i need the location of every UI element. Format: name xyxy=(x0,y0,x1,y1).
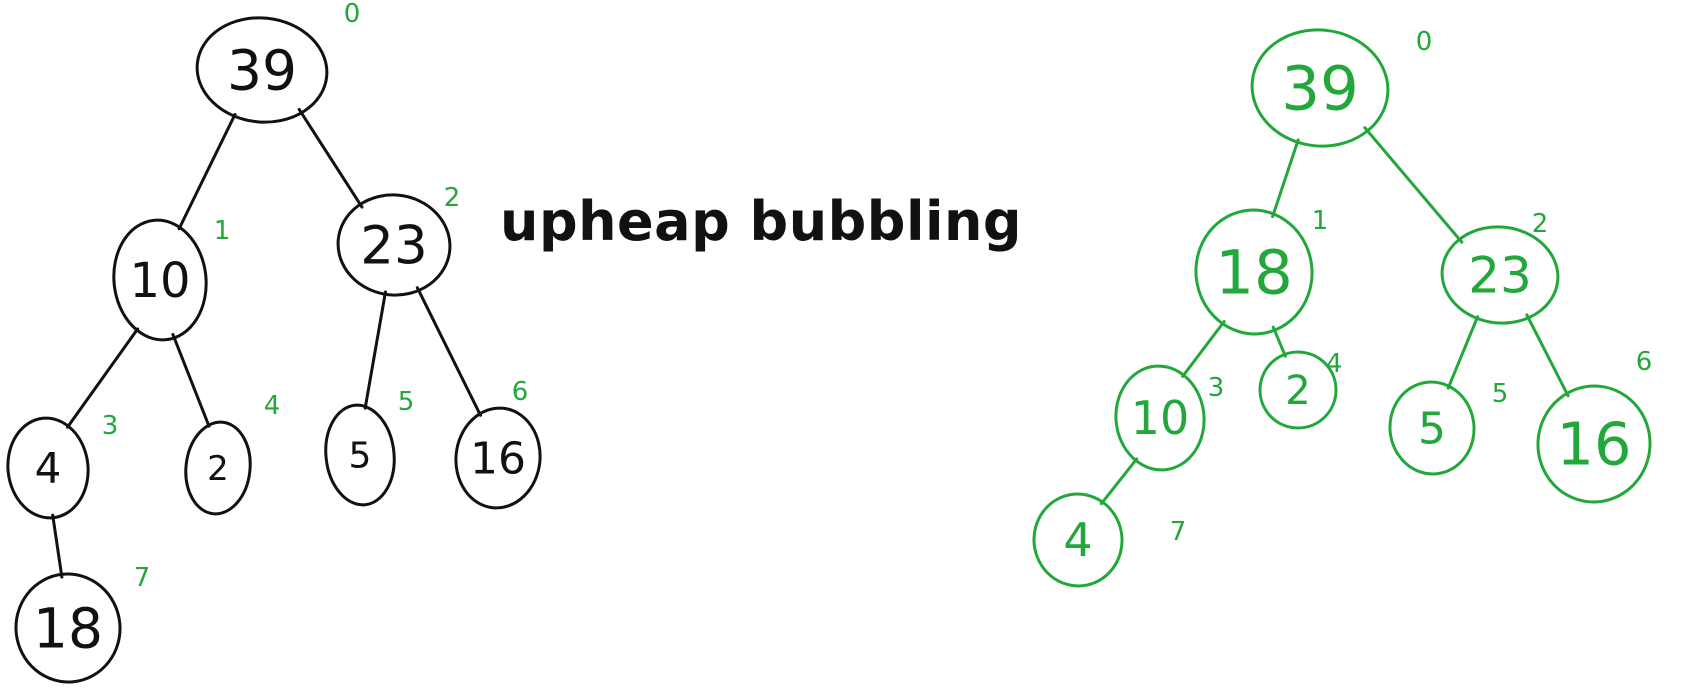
after-node-index-label: 3 xyxy=(1208,373,1225,403)
before-node-circle xyxy=(6,416,90,520)
before-node-circle xyxy=(454,406,542,510)
after-node-value: 10 xyxy=(1131,391,1190,445)
before-edge-23-5 xyxy=(363,290,387,410)
before-node-index-label: 6 xyxy=(512,377,529,407)
before-node-value: 39 xyxy=(227,38,297,102)
before-edge-10-4 xyxy=(65,327,140,429)
after-node-circle xyxy=(1536,384,1652,504)
before-node-value: 2 xyxy=(207,449,229,489)
before-node-circle xyxy=(14,572,122,684)
before-edge-10-2 xyxy=(171,332,211,428)
before-edge-39-23 xyxy=(297,107,364,209)
after-node-value: 16 xyxy=(1556,410,1631,479)
before-node-index-label: 0 xyxy=(344,0,361,29)
before-edge-23-16 xyxy=(415,286,482,417)
after-node-index-label: 1 xyxy=(1312,206,1329,236)
after-node-value: 2 xyxy=(1285,368,1310,414)
after-node-circle xyxy=(1114,364,1206,472)
before-node-value: 18 xyxy=(33,596,103,660)
before-tree: 39 0 10 1 23 2 4 3 2 4 55 16 6 18 7 xyxy=(6,0,542,684)
before-node-index-label: 7 xyxy=(134,563,151,593)
after-edge-39-23 xyxy=(1363,126,1464,244)
before-node-index-label: 4 xyxy=(264,391,281,421)
before-node-index-label: 5 xyxy=(398,387,415,417)
after-node-circle xyxy=(1194,208,1314,336)
after-edge-18-2 xyxy=(1271,325,1287,358)
before-node-value: 5 xyxy=(349,436,372,477)
after-node-circle xyxy=(1388,380,1476,476)
after-edge-39-18 xyxy=(1271,138,1300,219)
after-node-value: 18 xyxy=(1215,237,1293,308)
after-node-value: 4 xyxy=(1063,513,1092,567)
after-node-index-label: 7 xyxy=(1170,517,1187,547)
after-node-value: 23 xyxy=(1468,247,1532,305)
before-node-circle xyxy=(324,403,396,507)
before-node-circle xyxy=(184,420,252,516)
before-node-index-label: 3 xyxy=(102,411,119,441)
before-node-index-label: 1 xyxy=(214,216,231,246)
after-edge-10-4 xyxy=(1099,457,1139,506)
before-edge-4-18 xyxy=(51,513,64,579)
after-node-index-label: 2 xyxy=(1532,209,1549,239)
after-edge-23-5 xyxy=(1446,315,1480,390)
after-edge-23-16 xyxy=(1525,313,1570,398)
after-node-circle xyxy=(1258,350,1338,430)
after-node-circle xyxy=(1250,28,1390,148)
after-node-index-label: 6 xyxy=(1636,347,1653,377)
before-node-value: 10 xyxy=(129,253,190,309)
before-node-value: 16 xyxy=(470,433,526,484)
before-node-index-label: 2 xyxy=(444,183,461,213)
diagram-title: upheap bubbling xyxy=(500,190,1023,253)
before-node-value: 23 xyxy=(360,216,427,277)
after-node-index-label: 4 xyxy=(1326,349,1343,379)
after-node-value: 39 xyxy=(1281,53,1359,124)
before-node-circle xyxy=(195,16,329,124)
after-node-circle xyxy=(1032,492,1124,588)
before-node-value: 4 xyxy=(35,444,62,493)
after-node-circle xyxy=(1440,225,1560,325)
after-node-value: 5 xyxy=(1418,403,1446,454)
before-node-circle xyxy=(336,193,452,297)
before-node-circle xyxy=(112,218,208,342)
before-edge-39-10 xyxy=(177,112,237,231)
after-node-index-label: 5 xyxy=(1492,379,1509,409)
after-edge-18-10 xyxy=(1181,320,1226,378)
after-node-index-label: 0 xyxy=(1416,27,1433,57)
